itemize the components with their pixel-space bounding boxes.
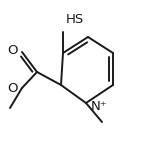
Text: N⁺: N⁺: [91, 100, 107, 114]
Text: O: O: [7, 81, 17, 94]
Text: O: O: [7, 44, 17, 57]
Text: HS: HS: [66, 13, 84, 26]
